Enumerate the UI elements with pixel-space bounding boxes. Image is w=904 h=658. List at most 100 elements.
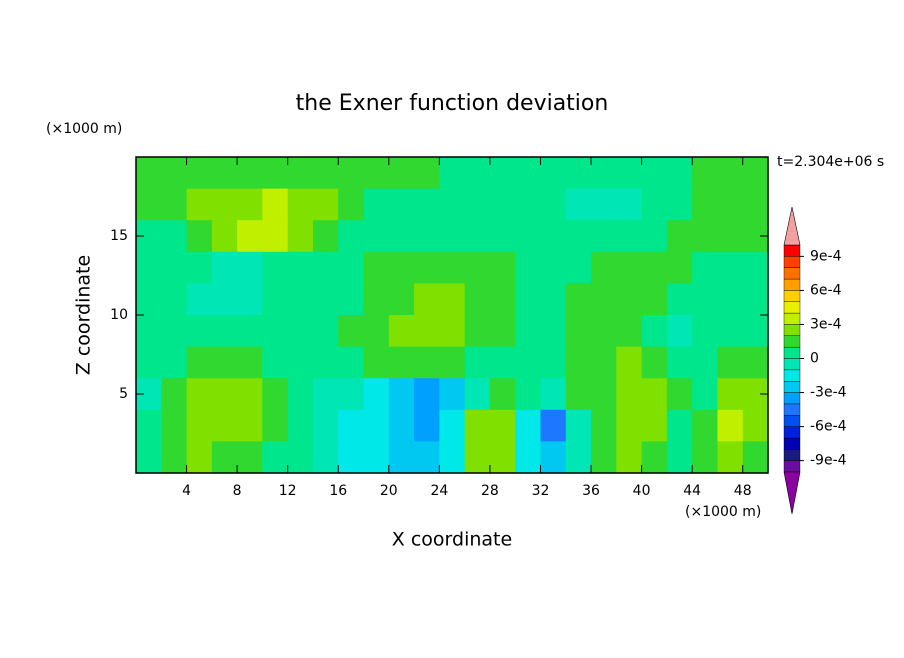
cell (515, 378, 542, 411)
cell (287, 220, 314, 253)
cell (161, 441, 188, 474)
cell (388, 441, 415, 474)
cell (692, 251, 719, 284)
cell (287, 315, 314, 348)
colorbar-band (783, 449, 801, 461)
colorbar-band (783, 256, 801, 268)
cell (287, 409, 314, 442)
cell (616, 409, 643, 442)
cell (414, 346, 440, 379)
cell (186, 157, 213, 190)
x-tick-label: 40 (633, 483, 651, 499)
cell (666, 220, 693, 253)
cell (489, 188, 516, 221)
cell (616, 315, 643, 348)
cell (262, 188, 289, 221)
cell (439, 346, 466, 379)
cell (666, 315, 693, 348)
x-tick-label: 8 (233, 483, 242, 499)
cell (540, 220, 567, 253)
x-tick-label: 24 (430, 483, 448, 499)
cell (464, 220, 491, 253)
cell (439, 409, 466, 442)
cell (161, 251, 188, 284)
cell (742, 346, 769, 379)
cell (464, 188, 491, 221)
cell (211, 157, 238, 190)
cell (211, 283, 238, 316)
cell (161, 378, 188, 411)
colorbar-tick-label: 6e-4 (810, 282, 842, 298)
x-tick-label: 44 (683, 483, 701, 499)
cell (515, 283, 542, 316)
colorbar-over (783, 206, 801, 246)
cell (591, 157, 617, 190)
colorbar-band (783, 324, 801, 337)
cell (136, 283, 162, 316)
colorbar-tick-label: 0 (810, 351, 819, 367)
cell (666, 409, 693, 442)
cell (312, 251, 339, 284)
cell (186, 283, 213, 316)
cell (211, 220, 238, 253)
cell (515, 409, 542, 442)
cell (414, 251, 440, 284)
cell (136, 157, 162, 190)
x-tick-label: 20 (380, 483, 398, 499)
cell (565, 157, 592, 190)
cell (692, 409, 719, 442)
cell (363, 157, 390, 190)
cell (363, 409, 390, 442)
x-tick-label: 16 (329, 483, 347, 499)
cell (464, 346, 491, 379)
cell (211, 251, 238, 284)
cell (211, 188, 238, 221)
cell (363, 220, 390, 253)
cell (338, 378, 365, 411)
cell (363, 188, 390, 221)
cell (161, 188, 188, 221)
cell (363, 251, 390, 284)
cell (363, 315, 390, 348)
cell (136, 251, 162, 284)
cell (338, 220, 365, 253)
x-tick-label: 48 (734, 483, 752, 499)
cell (591, 315, 617, 348)
y-axis-label: Z coordinate (73, 255, 95, 375)
cell (616, 157, 643, 190)
cell (717, 251, 744, 284)
cell (565, 441, 592, 474)
cell (692, 378, 719, 411)
cell (489, 157, 516, 190)
cell (666, 251, 693, 284)
colorbar-band (783, 437, 801, 450)
cell (338, 251, 365, 284)
cell (439, 220, 466, 253)
cell (338, 315, 365, 348)
cell (211, 315, 238, 348)
cell (591, 188, 617, 221)
cell (388, 188, 415, 221)
cell (464, 283, 491, 316)
colorbar-tick-label: -3e-4 (810, 385, 847, 401)
y-tick-label: 5 (119, 386, 128, 402)
cell (742, 441, 769, 474)
cell (136, 188, 162, 221)
cell (363, 283, 390, 316)
cell (388, 283, 415, 316)
cell (414, 188, 440, 221)
cell (692, 188, 719, 221)
cell (414, 409, 440, 442)
cell (692, 441, 719, 474)
cell (237, 409, 263, 442)
colorbar-band (783, 301, 801, 314)
cell (666, 188, 693, 221)
colorbar-band (783, 426, 801, 439)
cell (186, 220, 213, 253)
cell (186, 346, 213, 379)
cell (565, 220, 592, 253)
cell (489, 378, 516, 411)
cell (489, 441, 516, 474)
cell (464, 378, 491, 411)
cell (666, 378, 693, 411)
